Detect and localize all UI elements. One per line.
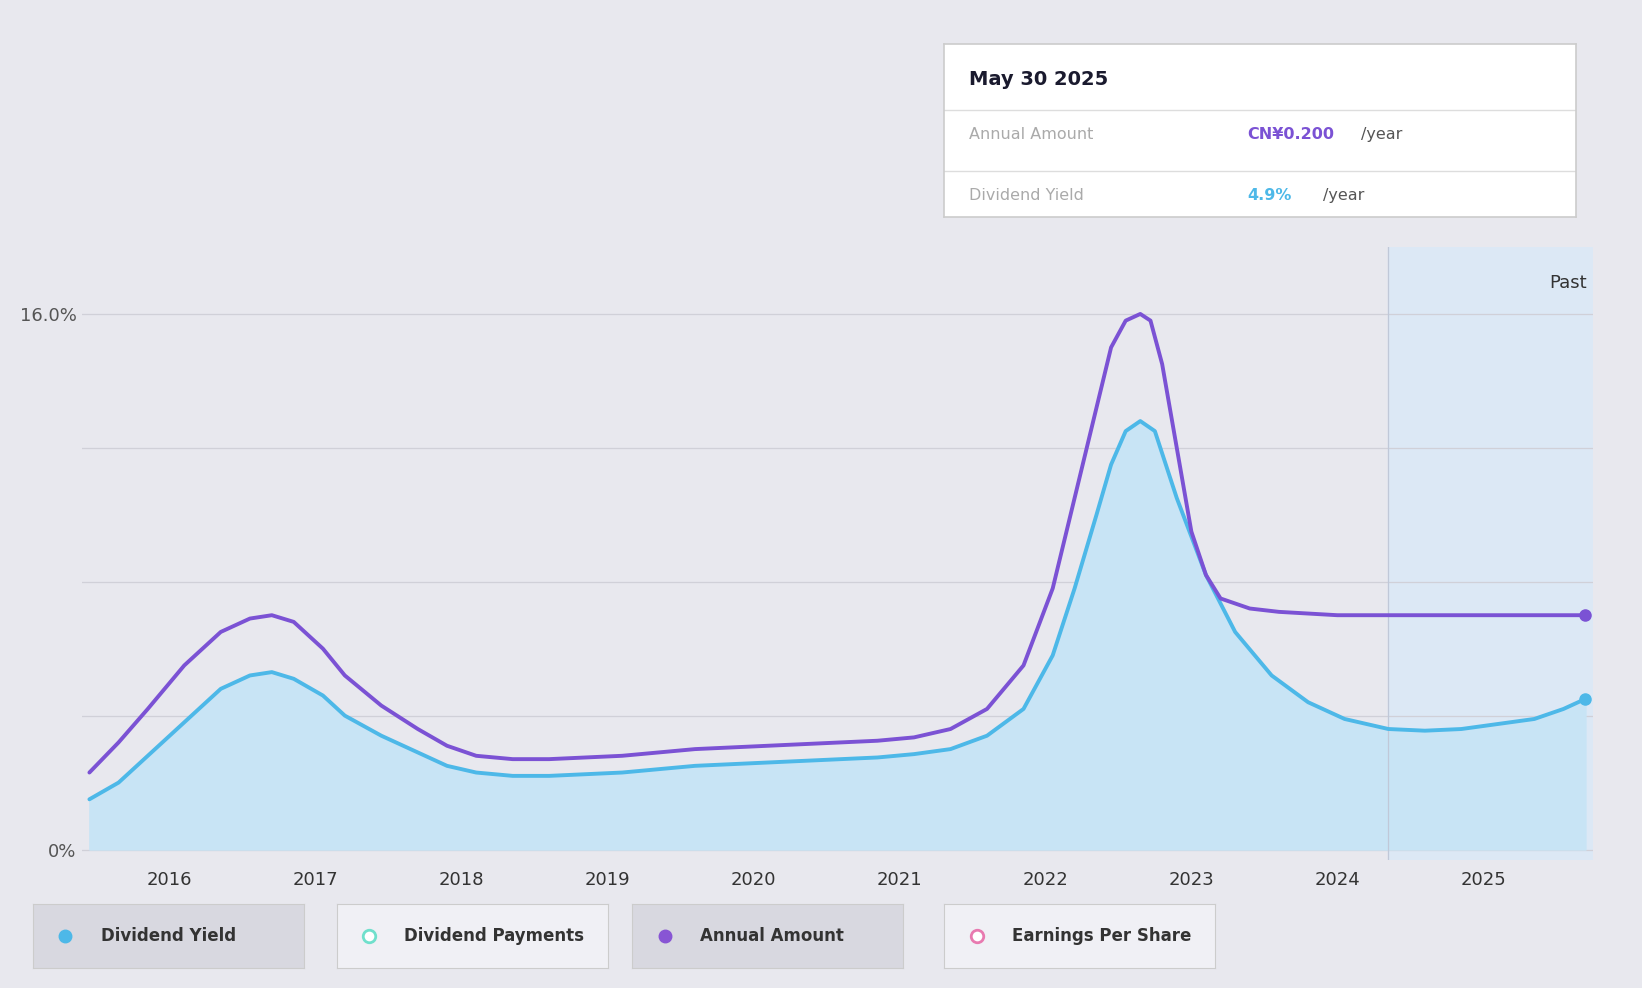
Text: Dividend Yield: Dividend Yield [100, 927, 236, 946]
Text: 4.9%: 4.9% [1248, 188, 1292, 203]
Text: Annual Amount: Annual Amount [969, 127, 1094, 142]
Text: Earnings Per Share: Earnings Per Share [1011, 927, 1190, 946]
Text: Dividend Yield: Dividend Yield [969, 188, 1084, 203]
Text: Annual Amount: Annual Amount [699, 927, 844, 946]
Text: Past: Past [1550, 274, 1586, 291]
Text: /year: /year [1323, 188, 1365, 203]
Text: Dividend Payments: Dividend Payments [404, 927, 585, 946]
Bar [1389, 247, 1593, 860]
Text: May 30 2025: May 30 2025 [969, 70, 1108, 89]
Text: /year: /year [1361, 127, 1402, 142]
Text: CN¥0.200: CN¥0.200 [1248, 127, 1335, 142]
